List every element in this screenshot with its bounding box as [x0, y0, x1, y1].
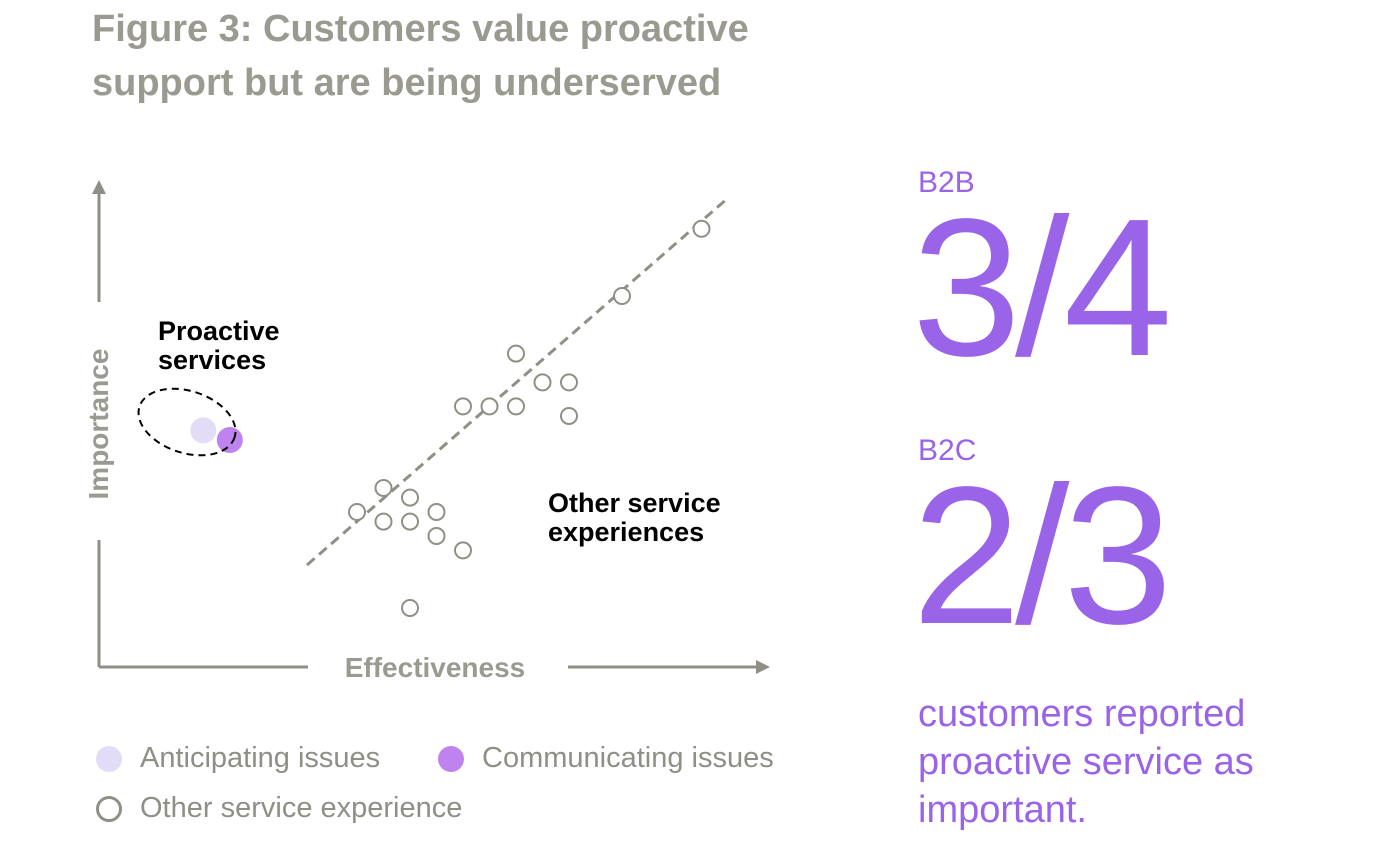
legend-label-other: Other service experience — [140, 792, 463, 824]
point-other-service-experience-13 — [533, 373, 552, 392]
b2c-label: B2C — [918, 434, 977, 467]
legend-item-anticipating: Anticipating issues — [96, 742, 380, 775]
annotation-other-line-2: experiences — [548, 517, 704, 547]
point-other-service-experience-6 — [374, 512, 393, 531]
point-other-service-experience-4 — [427, 503, 446, 521]
point-other-service-experience-1 — [348, 503, 366, 521]
annotation-proactive-services: Proactive services — [158, 316, 287, 375]
point-communicating-issues-1 — [216, 427, 243, 453]
point-other-service-experience-18 — [692, 219, 711, 238]
legend-label-communicating: Communicating issues — [482, 742, 774, 774]
b2b-value: 3/4 — [912, 178, 1172, 397]
x-axis-label: Effectiveness — [345, 652, 526, 683]
point-other-service-experience-16 — [560, 407, 578, 425]
point-other-service-experience-3 — [401, 488, 419, 507]
x-axis-arrow — [756, 660, 770, 674]
legend-swatch-anticipating — [96, 745, 122, 772]
trend-line — [306, 196, 729, 567]
legend-swatch-other — [96, 795, 122, 822]
point-other-service-experience-7 — [427, 527, 446, 545]
point-other-service-experience-11 — [480, 397, 499, 416]
scatter-chart: Effectiveness Importance Proactive servi… — [83, 180, 770, 683]
data-points — [190, 219, 711, 617]
legend-item-communicating: Communicating issues — [438, 742, 774, 775]
annotation-other-line-1: Other service — [548, 488, 721, 518]
point-anticipating-issues-1 — [190, 417, 217, 444]
annotation-proactive-line-1: Proactive — [158, 316, 280, 346]
point-other-service-experience-12 — [507, 397, 525, 416]
point-other-service-experience-8 — [454, 541, 472, 560]
b2b-label: B2B — [918, 166, 975, 199]
stat-caption: customers reported proactive service as … — [918, 693, 1254, 831]
chart-axes: Effectiveness Importance — [83, 180, 770, 683]
point-other-service-experience-17 — [613, 287, 631, 305]
point-other-service-experience-15 — [560, 373, 578, 392]
y-axis-label: Importance — [83, 349, 114, 500]
point-other-service-experience-9 — [401, 599, 419, 617]
b2c-value: 2/3 — [912, 446, 1172, 665]
proactive-services-outline — [137, 387, 237, 457]
chart-title: Figure 3: Customers value proactive supp… — [92, 8, 749, 104]
y-axis-arrow — [92, 180, 106, 194]
legend-label-anticipating: Anticipating issues — [140, 742, 381, 774]
point-other-service-experience-5 — [401, 512, 419, 531]
annotation-other-experiences: Other service experiences — [548, 488, 728, 547]
point-other-service-experience-2 — [374, 479, 393, 497]
legend-swatch-communicating — [438, 745, 464, 772]
point-other-service-experience-10 — [454, 397, 472, 416]
annotation-proactive-line-2: services — [158, 345, 266, 375]
point-other-service-experience-14 — [507, 344, 525, 363]
legend-item-other: Other service experience — [96, 792, 462, 825]
